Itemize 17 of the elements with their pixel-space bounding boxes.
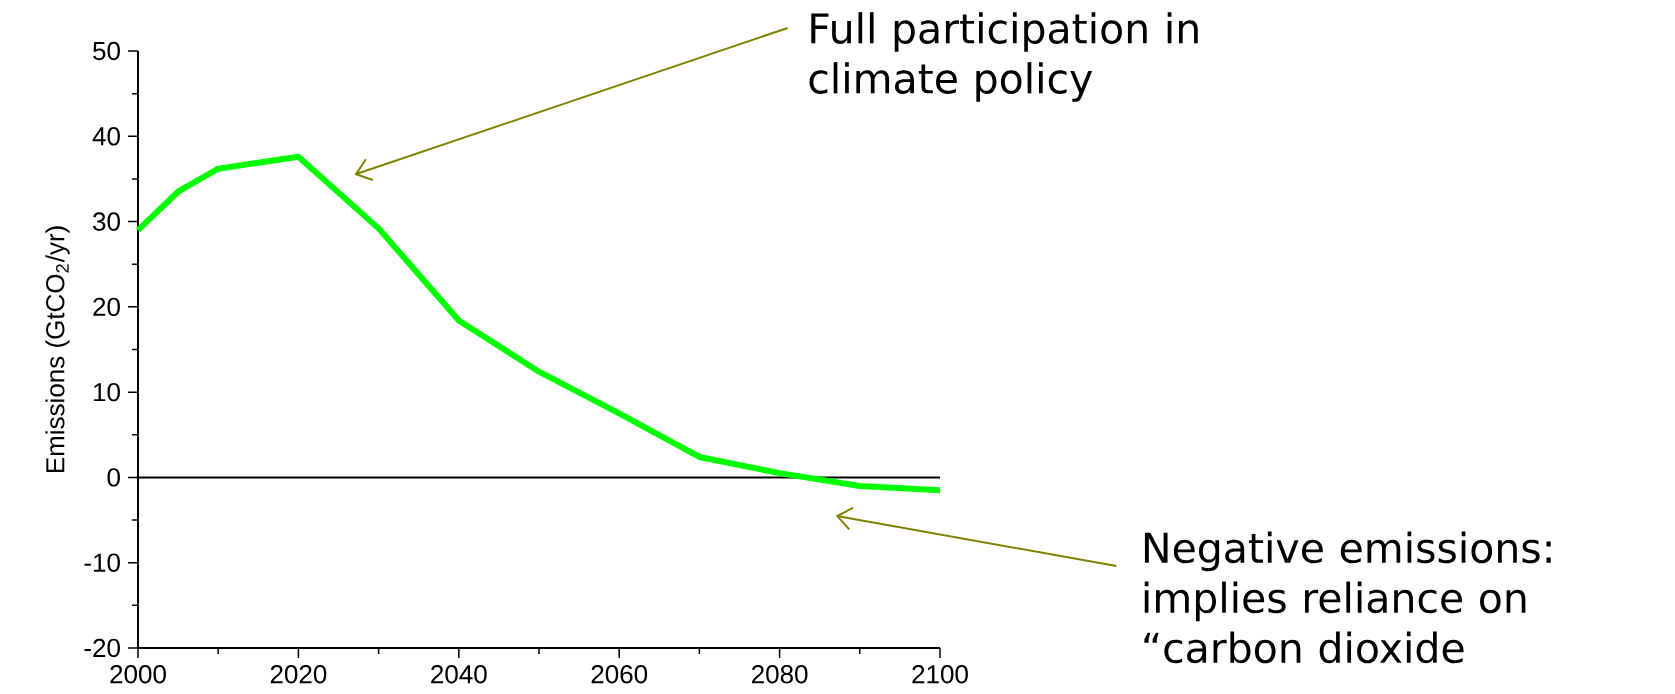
x-tick-label: 2040 xyxy=(431,665,487,684)
x-tick-label: 2080 xyxy=(752,665,808,684)
annotation: Full participation in climate policy xyxy=(809,12,1198,102)
y-tick-label: 0 xyxy=(107,468,120,487)
y-tick-label: 30 xyxy=(93,212,120,231)
x-tick-label: 2100 xyxy=(912,665,968,684)
y-tick-label: -20 xyxy=(84,638,120,658)
y-tick-label: 40 xyxy=(92,127,120,146)
x-tick-label: 2000 xyxy=(110,665,166,684)
text: Negative emissions: implies reliance on “carbon dioxide xyxy=(1144,531,1551,664)
y-tick-label: 10 xyxy=(94,382,120,402)
x-tick-label: 2060 xyxy=(591,665,648,684)
y-tick-label: -10 xyxy=(84,553,120,572)
y-tick-label: 50 xyxy=(93,41,120,61)
x-tick-label: 2020 xyxy=(270,665,327,684)
y-axis-title: Emissions (GtCO$_{2}$/yr) xyxy=(45,226,70,473)
y-tick-label: 20 xyxy=(93,297,120,317)
